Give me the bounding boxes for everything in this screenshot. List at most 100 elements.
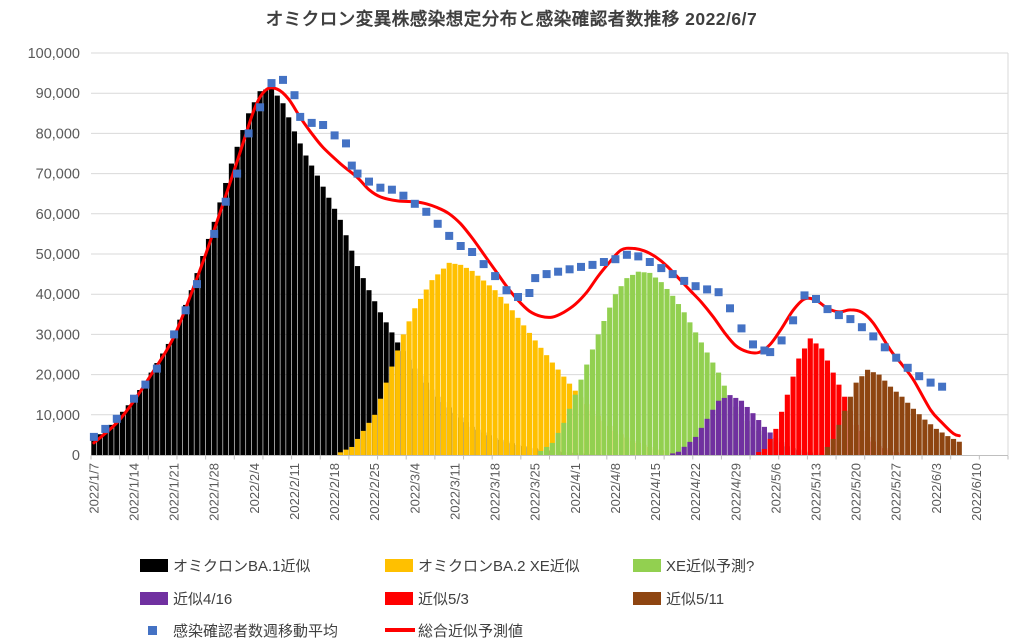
- marker-square: [422, 207, 431, 216]
- marker-square: [365, 177, 373, 186]
- bar: [853, 382, 859, 455]
- marker-square: [502, 286, 511, 295]
- moving-average-markers: [89, 75, 947, 441]
- legend-item-approx-511: 近似5/11: [633, 587, 724, 609]
- bar: [142, 381, 149, 455]
- bar: [681, 312, 687, 455]
- bar: [314, 175, 320, 456]
- bar: [727, 395, 733, 455]
- bar: [950, 438, 957, 455]
- bar: [183, 304, 189, 455]
- bar: [618, 286, 624, 455]
- bar: [658, 282, 664, 455]
- bar: [102, 429, 108, 455]
- bar: [343, 449, 349, 455]
- bar: [349, 446, 355, 455]
- legend-item-approx-53: 近似5/3: [385, 587, 469, 609]
- bar: [824, 360, 831, 455]
- bar: [475, 275, 481, 455]
- bar: [549, 442, 555, 455]
- bar: [710, 362, 716, 455]
- bar: [412, 308, 418, 455]
- bar: [704, 352, 710, 455]
- bar: [561, 376, 567, 455]
- bar: [280, 103, 286, 455]
- marker-square: [834, 311, 843, 320]
- bar: [601, 321, 607, 455]
- bar: [360, 278, 366, 455]
- bar: [876, 374, 882, 455]
- y-tick-label: 50,000: [36, 247, 80, 263]
- bar: [171, 334, 177, 455]
- legend-swatch-yellow-icon: [385, 558, 413, 572]
- marker-square: [193, 280, 201, 289]
- bar: [893, 391, 899, 455]
- legend-label: オミクロンBA.2 XE近似: [418, 557, 580, 575]
- marker-square: [611, 255, 620, 264]
- marker-square: [221, 197, 230, 206]
- bar: [360, 430, 366, 455]
- legend-item-moving-average: 感染確認者数週移動平均: [140, 619, 338, 639]
- marker-square: [777, 336, 786, 345]
- bar: [194, 273, 200, 455]
- bar: [584, 364, 590, 455]
- bar: [337, 219, 343, 455]
- bar: [320, 186, 326, 456]
- bar: [801, 348, 808, 455]
- x-tick-label: 2022/1/7: [86, 463, 101, 514]
- y-tick-label: 30,000: [36, 327, 80, 343]
- bar: [469, 270, 475, 455]
- bar: [630, 274, 636, 455]
- bar: [303, 155, 309, 455]
- marker-square: [766, 348, 775, 357]
- bar: [555, 432, 561, 455]
- marker-square: [531, 274, 540, 283]
- y-tick-label: 90,000: [36, 86, 80, 102]
- bar: [108, 424, 114, 455]
- bar: [452, 263, 458, 455]
- bar: [372, 301, 378, 455]
- bar: [417, 298, 424, 455]
- marker-square: [622, 250, 631, 259]
- x-tick-label: 2022/2/25: [367, 463, 382, 521]
- bar: [664, 288, 670, 455]
- bar: [767, 438, 773, 455]
- bar: [165, 343, 171, 455]
- bar: [200, 256, 206, 455]
- bar: [160, 353, 166, 455]
- bar: [670, 453, 676, 455]
- bar: [922, 419, 928, 455]
- marker-square: [789, 316, 798, 325]
- y-tick-label: 40,000: [36, 287, 80, 303]
- y-tick-label: 20,000: [36, 368, 80, 384]
- marker-square: [800, 291, 809, 300]
- bar: [716, 400, 722, 455]
- bar: [114, 418, 120, 455]
- bar: [773, 428, 779, 455]
- bar: [515, 317, 521, 455]
- bar: [836, 384, 842, 455]
- bar: [647, 272, 653, 455]
- marker-square: [703, 285, 712, 294]
- legend-label: XE近似予測?: [666, 557, 755, 575]
- bar: [137, 390, 143, 455]
- bar: [492, 290, 498, 455]
- bar: [572, 394, 578, 455]
- marker-square: [410, 199, 419, 208]
- y-axis-labels: 0 10,000 20,000 30,000 40,000 50,000 60,000 70,…: [28, 46, 80, 464]
- marker-square: [342, 139, 350, 148]
- bar: [291, 131, 298, 455]
- bar: [268, 87, 275, 455]
- marker-square: [846, 315, 855, 324]
- bar: [532, 340, 538, 455]
- marker-square: [737, 324, 746, 333]
- bar: [561, 422, 567, 455]
- bar: [761, 426, 767, 455]
- bar: [589, 349, 596, 455]
- marker-square: [387, 185, 396, 194]
- x-tick-label: 2022/3/4: [407, 463, 422, 514]
- x-tick-label: 2022/5/27: [889, 463, 904, 521]
- bar: [234, 146, 240, 456]
- bar: [211, 221, 217, 455]
